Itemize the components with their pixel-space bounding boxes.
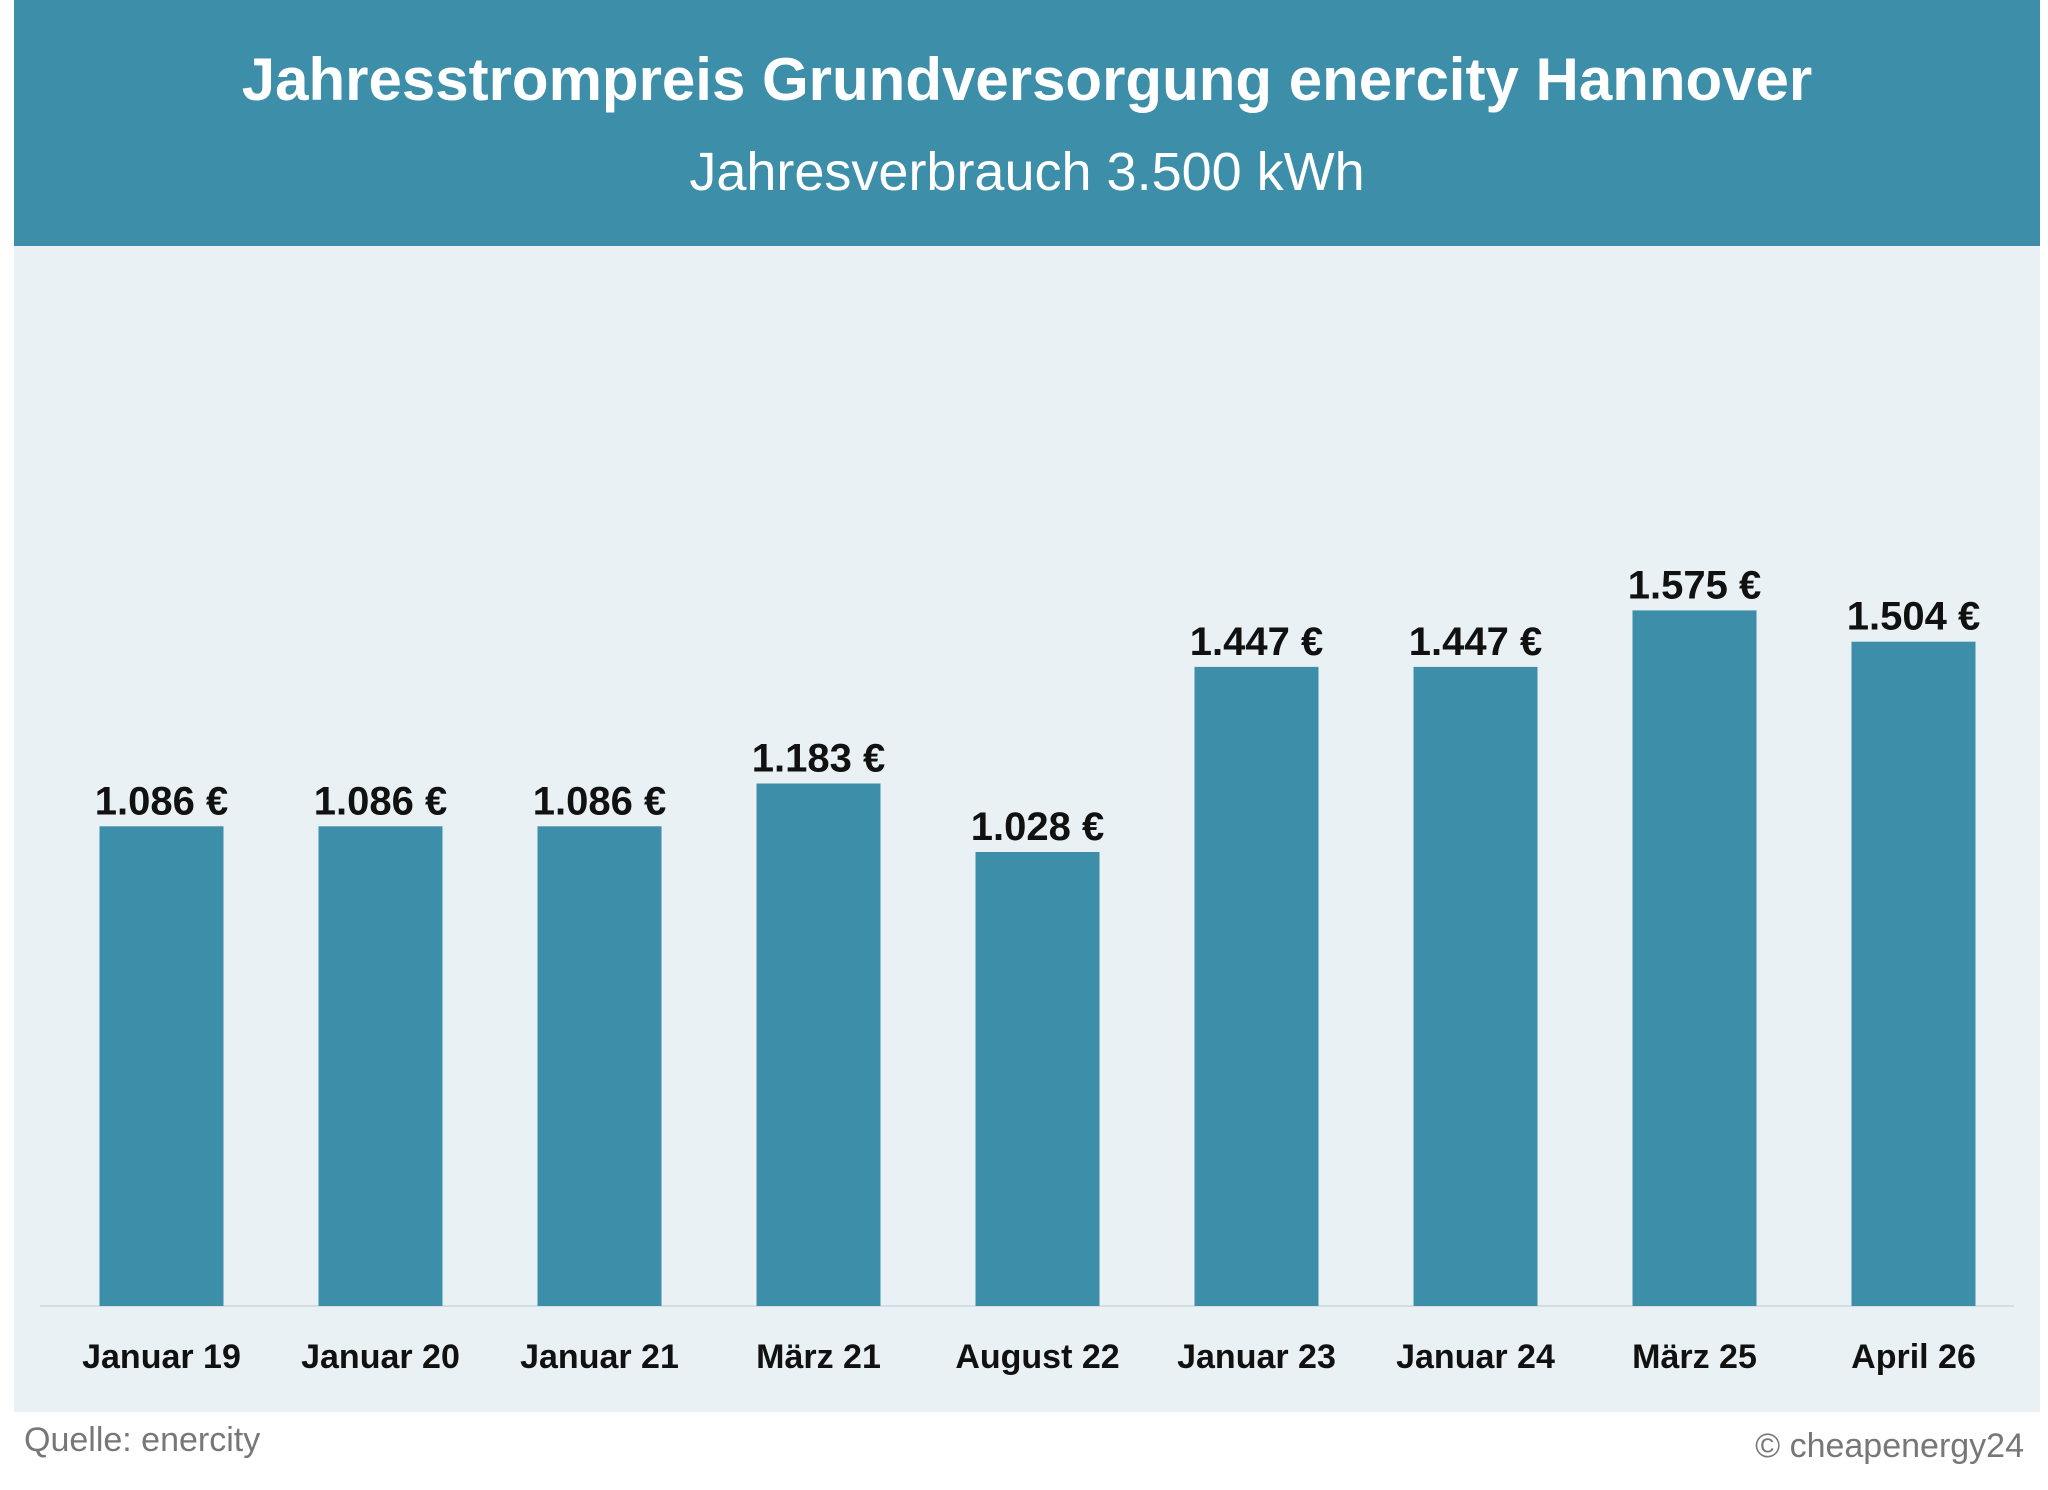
x-tick-label-7: Januar 24 bbox=[1396, 1338, 1555, 1376]
bar-value-label-1: 1.086 € bbox=[95, 779, 228, 823]
bar-value-label-9: 1.504 € bbox=[1847, 595, 1980, 639]
bar-8 bbox=[1632, 610, 1757, 1306]
bar-1 bbox=[99, 826, 224, 1306]
bar-5 bbox=[975, 852, 1100, 1306]
chart-title: Jahresstrompreis Grundversorgung enercit… bbox=[241, 46, 1813, 113]
x-tick-label-6: Januar 23 bbox=[1177, 1338, 1336, 1376]
x-tick-label-3: Januar 21 bbox=[520, 1338, 679, 1376]
bars-layer: 1.086 € Januar 19 1.086 € Januar 20 1.086 € J… bbox=[82, 563, 1980, 1376]
bar-value-label-8: 1.575 € bbox=[1628, 563, 1761, 607]
bar-3 bbox=[537, 826, 662, 1306]
x-tick-label-1: Januar 19 bbox=[82, 1338, 241, 1376]
bar-value-label-6: 1.447 € bbox=[1190, 620, 1323, 664]
bar-value-label-4: 1.183 € bbox=[752, 737, 885, 781]
chart-subtitle: Jahresverbrauch 3.500 kWh bbox=[689, 142, 1365, 202]
bar-9 bbox=[1851, 641, 1976, 1306]
x-tick-label-8: März 25 bbox=[1632, 1338, 1757, 1376]
bar-value-label-5: 1.028 € bbox=[971, 805, 1104, 849]
bar-2 bbox=[318, 826, 443, 1306]
x-tick-label-5: August 22 bbox=[955, 1338, 1119, 1376]
chart-header: Jahresstrompreis Grundversorgung enercit… bbox=[14, 0, 2040, 246]
bar-6 bbox=[1194, 666, 1319, 1306]
bar-4 bbox=[756, 783, 881, 1306]
bar-value-label-3: 1.086 € bbox=[533, 779, 666, 823]
x-tick-label-4: März 21 bbox=[756, 1338, 881, 1376]
copyright-note: © cheapenergy24 bbox=[1755, 1427, 2024, 1465]
x-tick-label-2: Januar 20 bbox=[301, 1338, 460, 1376]
x-tick-label-9: April 26 bbox=[1851, 1338, 1976, 1376]
bar-7 bbox=[1413, 666, 1538, 1306]
bar-chart: 1.086 € Januar 19 1.086 € Januar 20 1.086 € J… bbox=[40, 563, 2014, 1376]
bar-value-label-7: 1.447 € bbox=[1409, 620, 1542, 664]
bar-value-label-2: 1.086 € bbox=[314, 779, 447, 823]
source-note: Quelle: enercity bbox=[24, 1421, 261, 1459]
